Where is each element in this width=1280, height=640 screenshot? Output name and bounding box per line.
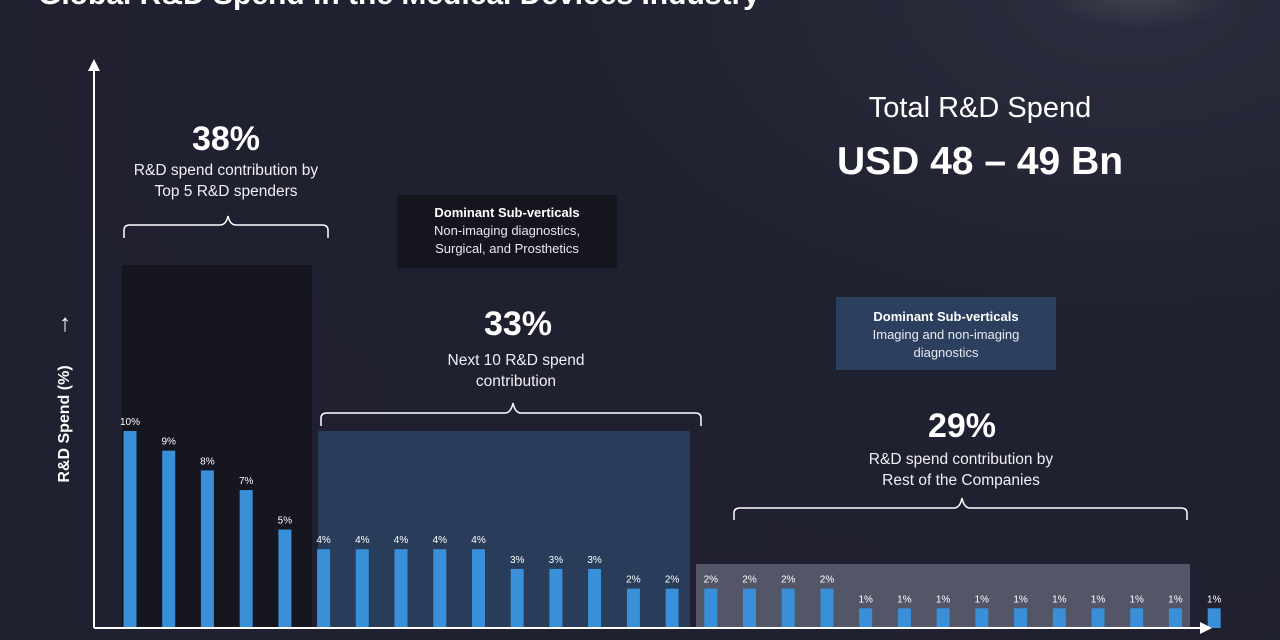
bar-27: [1130, 608, 1144, 628]
bar-label-16: 2%: [704, 575, 719, 586]
bar-labels-layer: 10% 9% 8% 7% 5% 4% 4% 4% 4% 4% 3% 3% 3% 2% 2% 2% 2% 2% 2% 1…: [120, 417, 1222, 605]
group2-description: Next 10 R&D spend contribution: [447, 352, 585, 390]
bar-label-7: 4%: [355, 535, 370, 546]
bar-25: [1052, 608, 1066, 628]
group1-brace: [123, 215, 329, 238]
group1-description: R&D spend contribution by Top 5 R&D spen…: [133, 162, 319, 200]
y-axis-direction-arrow-icon: ↑: [59, 310, 71, 337]
bar-label-11: 3%: [510, 555, 525, 566]
group2-brace: [320, 402, 702, 426]
bar-label-6: 4%: [316, 535, 331, 546]
bar-12: [549, 568, 563, 628]
callout1-heading: Dominant Sub-verticals: [434, 205, 580, 220]
bar-14: [626, 588, 640, 628]
bar-label-3: 8%: [200, 456, 215, 467]
total-label: Total R&D Spend: [868, 92, 1092, 124]
bar-19: [820, 588, 834, 628]
bar-label-10: 4%: [471, 535, 486, 546]
bar-6: [317, 549, 331, 628]
bar-label-8: 4%: [394, 535, 409, 546]
y-axis-arrowhead: [88, 59, 100, 71]
bar-17: [743, 588, 756, 628]
bar-18: [781, 588, 795, 628]
group2-percent: 33%: [483, 305, 553, 343]
bar-label-22: 1%: [936, 594, 951, 605]
bar-10: [472, 549, 485, 628]
bar-8: [394, 549, 408, 628]
bar-label-17: 2%: [742, 575, 757, 586]
bar-15: [665, 588, 679, 628]
bar-16: [704, 588, 718, 628]
bar-label-25: 1%: [1052, 594, 1067, 605]
bar-9: [433, 549, 447, 628]
x-axis-arrowhead: [1200, 622, 1212, 634]
bars-layer: [123, 431, 1221, 628]
bar-26: [1091, 608, 1105, 628]
bar-label-14: 2%: [626, 575, 641, 586]
bar-label-21: 1%: [897, 594, 912, 605]
bar-label-4: 7%: [239, 476, 254, 487]
bar-2: [162, 450, 176, 628]
y-axis-label: R&D Spend (%): [56, 365, 73, 483]
group3-percent: 29%: [927, 407, 997, 445]
bar-13: [588, 568, 602, 628]
bar-label-2: 9%: [161, 437, 176, 448]
bar-1: [123, 431, 137, 628]
bar-label-12: 3%: [549, 555, 564, 566]
bar-7: [355, 549, 369, 628]
bar-label-23: 1%: [975, 594, 990, 605]
chart-title: Global R&D Spend in the Medical Devices …: [38, 0, 760, 12]
bar-label-18: 2%: [781, 575, 796, 586]
bar-label-24: 1%: [1013, 594, 1028, 605]
bar-label-9: 4%: [433, 535, 448, 546]
bar-21: [897, 608, 911, 628]
bar-3: [200, 470, 214, 628]
bar-5: [278, 529, 292, 628]
bar-28: [1168, 608, 1182, 628]
bar-24: [1014, 608, 1028, 628]
bar-label-26: 1%: [1091, 594, 1106, 605]
bar-20: [859, 608, 873, 628]
bar-29: [1207, 608, 1221, 628]
bar-4: [239, 490, 253, 628]
bar-label-1: 10%: [120, 417, 140, 428]
bar-label-20: 1%: [858, 594, 873, 605]
bar-label-5: 5%: [278, 516, 293, 527]
group3-description: R&D spend contribution by Rest of the Co…: [868, 451, 1054, 489]
callout1-body: Non-imaging diagnostics, Surgical, and P…: [434, 223, 580, 256]
total-value: USD 48 – 49 Bn: [836, 140, 1124, 183]
bar-label-28: 1%: [1168, 594, 1183, 605]
callout2-body: Imaging and non-imaging diagnostics: [872, 327, 1020, 360]
callout2: Dominant Sub-verticals Imaging and non-i…: [836, 297, 1056, 370]
callout2-heading: Dominant Sub-verticals: [873, 309, 1019, 324]
bar-label-15: 2%: [665, 575, 680, 586]
callout1: Dominant Sub-verticals Non-imaging diagn…: [397, 195, 617, 268]
bar-label-13: 3%: [587, 555, 602, 566]
bar-22: [936, 608, 950, 628]
bar-label-29: 1%: [1207, 594, 1222, 605]
bar-label-27: 1%: [1129, 594, 1144, 605]
bar-label-19: 2%: [820, 575, 835, 586]
group1-percent: 38%: [191, 120, 261, 158]
bar-11: [510, 568, 524, 628]
corner-glow: [1040, 0, 1240, 30]
group3-brace: [733, 497, 1188, 520]
bar-23: [975, 608, 989, 628]
